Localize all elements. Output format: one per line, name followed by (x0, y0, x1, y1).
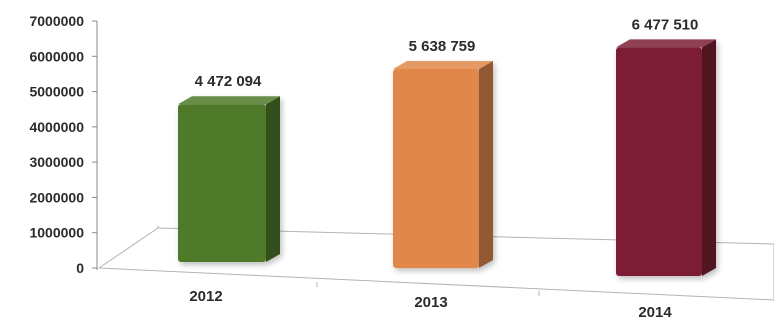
bar-side (266, 96, 280, 262)
bar-top (393, 61, 493, 70)
y-tick-label: 5000000 (29, 84, 84, 100)
bar-2013 (393, 61, 493, 268)
y-tick-label: 0 (76, 260, 84, 276)
y-tick-label: 6000000 (29, 48, 84, 64)
y-tick-label: 3000000 (29, 154, 84, 170)
y-tick-label: 1000000 (29, 225, 84, 241)
bar-top (178, 96, 280, 105)
y-axis: 0 1000000 2000000 3000000 4000000 5000000 6000… (29, 13, 98, 276)
bar-top (616, 39, 716, 48)
bars (178, 39, 716, 276)
data-label: 5 638 759 (409, 38, 476, 55)
labels: 4 472 094 5 638 759 6 477 510 2012 2013 2014 (189, 16, 698, 321)
bar-2012 (178, 96, 280, 262)
data-label: 6 477 510 (632, 16, 699, 33)
x-tick-label: 2012 (189, 288, 222, 305)
y-tick-label: 2000000 (29, 189, 84, 205)
bar-2014 (616, 39, 716, 276)
bar-side (702, 39, 716, 276)
y-tick-label: 7000000 (29, 13, 84, 29)
data-label: 4 472 094 (195, 73, 262, 90)
y-tick-label: 4000000 (29, 119, 84, 135)
bar-side (479, 61, 493, 268)
bar-front (393, 69, 479, 268)
x-tick-label: 2013 (414, 294, 447, 311)
bar-front (178, 104, 266, 262)
x-tick-label: 2014 (638, 304, 672, 321)
bar-front (616, 47, 702, 276)
